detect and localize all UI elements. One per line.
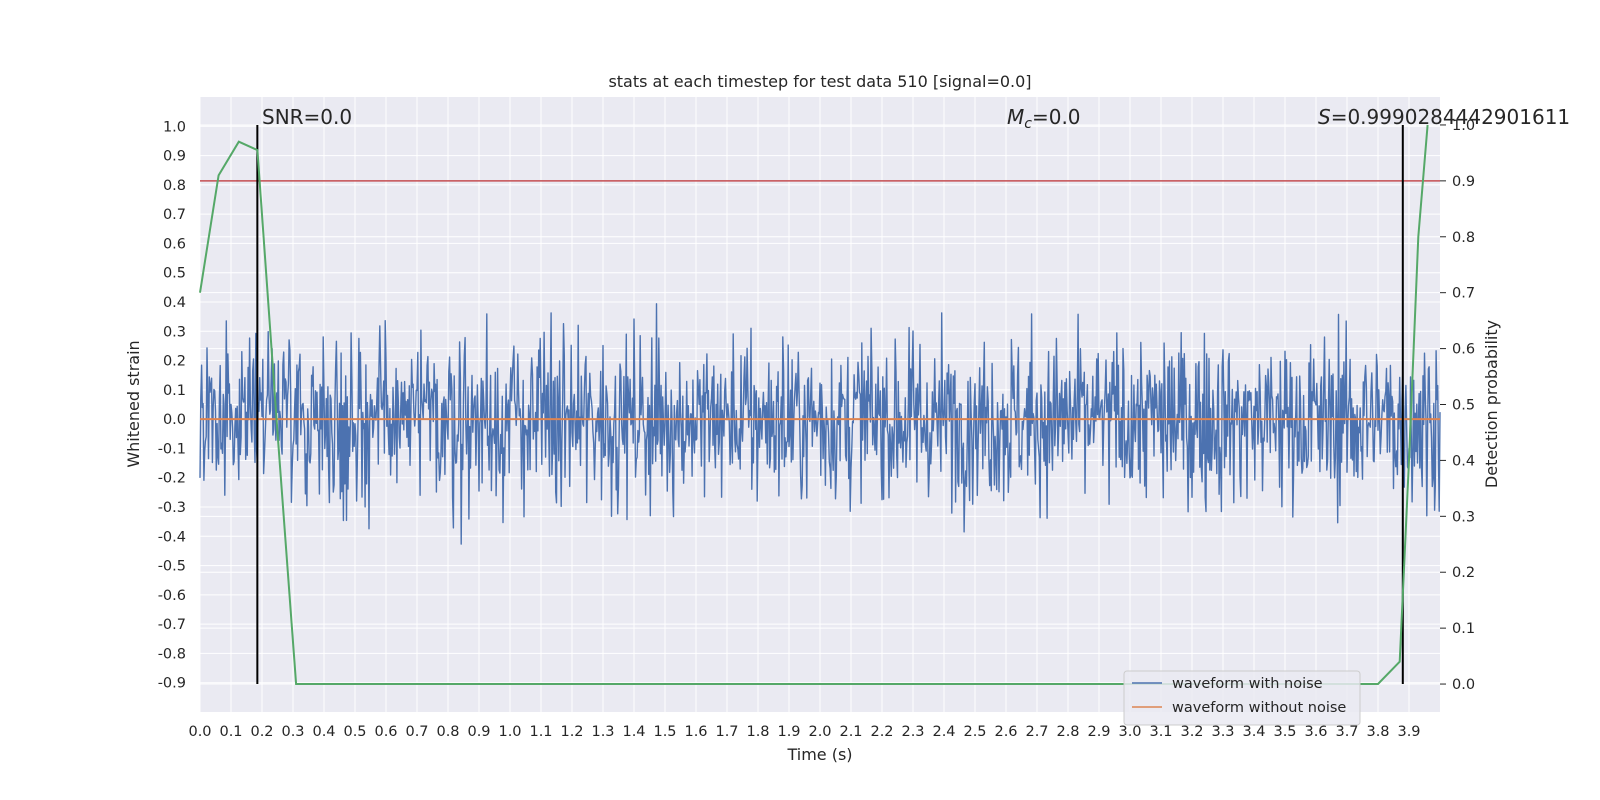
x-tick-label: 3.5 <box>1273 724 1296 740</box>
y-right-tick-label: 0.5 <box>1452 398 1475 414</box>
x-tick-label: 3.8 <box>1366 724 1389 740</box>
x-tick-label: 0.0 <box>188 724 211 740</box>
x-tick-label: 0.3 <box>281 724 304 740</box>
x-tick-label: 1.5 <box>653 724 676 740</box>
y-tick-label: 0.0 <box>163 412 186 428</box>
x-tick-label: 0.5 <box>343 724 366 740</box>
y-right-tick-label: 0.3 <box>1452 509 1475 525</box>
legend-label-noise: waveform with noise <box>1172 676 1323 692</box>
x-tick-label: 2.5 <box>963 724 986 740</box>
y-tick-label: -0.6 <box>158 588 186 604</box>
x-tick-label: 2.9 <box>1087 724 1110 740</box>
y-tick-label: 0.6 <box>163 236 186 252</box>
y-tick-label: 0.9 <box>163 149 186 165</box>
x-tick-label: 2.1 <box>839 724 862 740</box>
y-right-tick-label: 0.8 <box>1452 230 1475 246</box>
series-waveform-with-noise <box>199 303 1441 545</box>
noise-waveform-layer <box>199 303 1441 545</box>
x-tick-label: 1.9 <box>777 724 800 740</box>
x-tick-label: 1.2 <box>560 724 583 740</box>
x-tick-label: 2.3 <box>901 724 924 740</box>
x-tick-label: 3.9 <box>1397 724 1420 740</box>
s-symbol: S <box>1318 105 1331 129</box>
y-right-tick-label: 0.7 <box>1452 286 1475 302</box>
y-tick-label: -0.2 <box>158 471 186 487</box>
mc-annotation: Mc=0.0 <box>1007 105 1081 132</box>
x-ticks: 0.0 0.1 0.2 0.3 0.4 0.5 0.6 0.7 0.8 0.9 1.0 1.1 1.2 1… <box>188 724 1420 740</box>
x-tick-label: 3.4 <box>1242 724 1265 740</box>
y-tick-label: -0.5 <box>158 559 186 575</box>
x-tick-label: 3.6 <box>1304 724 1327 740</box>
grid <box>199 97 1440 712</box>
y-tick-label: 0.7 <box>163 207 186 223</box>
x-tick-label: 2.0 <box>808 724 831 740</box>
x-tick-label: 2.4 <box>932 724 955 740</box>
x-tick-label: 1.0 <box>498 724 521 740</box>
x-tick-label: 3.0 <box>1118 724 1141 740</box>
y-right-tick-label: 0.2 <box>1452 565 1475 581</box>
x-tick-label: 0.6 <box>374 724 397 740</box>
y-axis-label: Whitened strain <box>124 340 143 467</box>
y-tick-label: 0.4 <box>163 295 186 311</box>
y-tick-label: -0.4 <box>158 529 186 545</box>
x-tick-label: 1.1 <box>529 724 552 740</box>
y-tick-label: -0.1 <box>158 441 186 457</box>
y-tick-label: -0.8 <box>158 646 186 662</box>
y-right-tick-label: 0.0 <box>1452 677 1475 693</box>
y-ticks: 1.0 0.9 0.8 0.7 0.6 0.5 0.4 0.3 0.2 0.1 0.0 -0.1 -0.… <box>158 119 186 691</box>
x-tick-label: 1.8 <box>746 724 769 740</box>
chart-title: stats at each timestep for test data 510… <box>608 72 1031 91</box>
y-tick-label: 0.3 <box>163 324 186 340</box>
x-tick-label: 3.2 <box>1180 724 1203 740</box>
x-tick-label: 2.8 <box>1056 724 1079 740</box>
x-axis-label: Time (s) <box>786 745 852 764</box>
x-tick-label: 0.7 <box>405 724 428 740</box>
x-tick-label: 0.1 <box>219 724 242 740</box>
y-tick-label: 0.5 <box>163 266 186 282</box>
x-tick-label: 0.8 <box>436 724 459 740</box>
x-tick-label: 0.4 <box>312 724 335 740</box>
snr-annotation: SNR=0.0 <box>262 105 352 129</box>
mc-value: =0.0 <box>1032 105 1081 129</box>
x-tick-label: 3.1 <box>1149 724 1172 740</box>
y-ticks-right: 1.0 0.9 0.8 0.7 0.6 0.5 0.4 0.3 0.2 0.1 0.0 <box>1440 118 1475 693</box>
legend-label-clean: waveform without noise <box>1172 700 1346 716</box>
y-tick-label: -0.9 <box>158 676 186 692</box>
y-tick-label: -0.3 <box>158 500 186 516</box>
y-right-tick-label: 0.9 <box>1452 174 1475 190</box>
x-tick-label: 0.2 <box>250 724 273 740</box>
x-tick-label: 2.6 <box>994 724 1017 740</box>
legend: waveform with noise waveform without noi… <box>1123 670 1361 726</box>
x-tick-label: 1.4 <box>622 724 645 740</box>
y-right-tick-label: 0.6 <box>1452 342 1475 358</box>
y-right-tick-label: 1.0 <box>1452 118 1475 134</box>
s-value: =0.9990284442901611 <box>1331 105 1570 129</box>
mc-subscript: c <box>1024 116 1032 132</box>
series-detection-probability <box>199 124 1429 685</box>
x-tick-label: 3.3 <box>1211 724 1234 740</box>
y-axis-label-right: Detection probability <box>1482 320 1501 488</box>
x-tick-label: 1.7 <box>715 724 738 740</box>
y-tick-label: 0.8 <box>163 178 186 194</box>
y-tick-label: 1.0 <box>163 119 186 135</box>
s-annotation: S=0.9990284442901611 <box>1318 105 1570 129</box>
y-right-tick-label: 0.1 <box>1452 621 1475 637</box>
overlay-layer <box>199 124 1440 685</box>
y-right-tick-label: 0.4 <box>1452 453 1475 469</box>
x-tick-label: 2.2 <box>870 724 893 740</box>
legend-box <box>1123 670 1361 726</box>
x-tick-label: 1.6 <box>684 724 707 740</box>
x-tick-label: 1.3 <box>591 724 614 740</box>
y-tick-label: -0.7 <box>158 617 186 633</box>
y-tick-label: 0.1 <box>163 383 186 399</box>
x-tick-label: 3.7 <box>1335 724 1358 740</box>
mc-symbol: M <box>1007 105 1024 129</box>
x-tick-label: 2.7 <box>1025 724 1048 740</box>
y-tick-label: 0.2 <box>163 354 186 370</box>
x-tick-label: 0.9 <box>467 724 490 740</box>
